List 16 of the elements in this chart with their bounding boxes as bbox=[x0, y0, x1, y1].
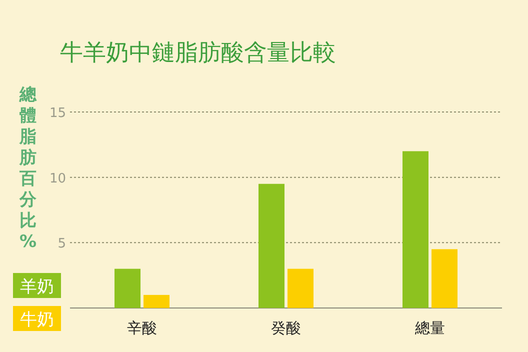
bar bbox=[432, 249, 458, 308]
y-axis-title: 總體脂肪百分比% bbox=[18, 85, 38, 252]
x-tick-label: 總量 bbox=[414, 319, 445, 337]
y-tick-label: 15 bbox=[49, 106, 66, 121]
bar bbox=[144, 294, 170, 308]
bar bbox=[258, 184, 284, 308]
x-tick-label: 癸酸 bbox=[271, 319, 301, 337]
y-tick-label: 10 bbox=[49, 171, 66, 186]
text: 牛奶 bbox=[20, 310, 54, 330]
bar bbox=[402, 151, 428, 308]
y-tick-label: 5 bbox=[58, 236, 66, 252]
bar bbox=[288, 268, 314, 308]
text: 羊奶 bbox=[20, 277, 54, 297]
bar bbox=[114, 268, 140, 308]
chart-title: 牛羊奶中鏈脂肪酸含量比較 bbox=[60, 40, 336, 66]
x-tick-label: 辛酸 bbox=[127, 319, 157, 337]
